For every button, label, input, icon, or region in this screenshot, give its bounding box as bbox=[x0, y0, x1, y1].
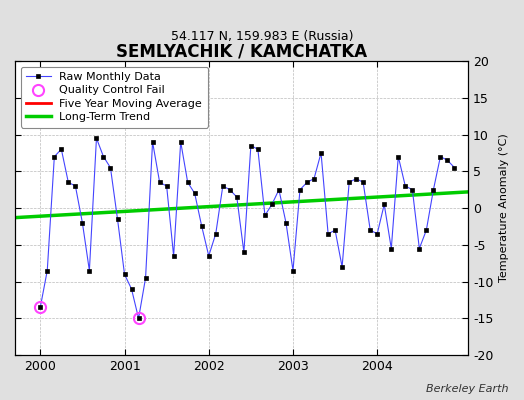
Line: Raw Monthly Data: Raw Monthly Data bbox=[38, 136, 456, 320]
Raw Monthly Data bbox=[114, 217, 121, 222]
Raw Monthly Data bbox=[157, 180, 163, 185]
Text: Berkeley Earth: Berkeley Earth bbox=[426, 384, 508, 394]
Legend: Raw Monthly Data, Quality Control Fail, Five Year Moving Average, Long-Term Tren: Raw Monthly Data, Quality Control Fail, … bbox=[20, 66, 208, 128]
Quality Control Fail bbox=[37, 305, 43, 310]
Title: SEMLYACHIK / KAMCHATKA: SEMLYACHIK / KAMCHATKA bbox=[116, 43, 367, 61]
Raw Monthly Data bbox=[37, 305, 43, 310]
Raw Monthly Data bbox=[184, 180, 191, 185]
Text: 54.117 N, 159.983 E (Russia): 54.117 N, 159.983 E (Russia) bbox=[171, 30, 353, 43]
Raw Monthly Data bbox=[170, 254, 177, 258]
Raw Monthly Data bbox=[93, 136, 100, 141]
Quality Control Fail bbox=[135, 316, 141, 321]
Raw Monthly Data bbox=[451, 165, 457, 170]
Raw Monthly Data bbox=[311, 176, 317, 181]
Line: Quality Control Fail: Quality Control Fail bbox=[35, 302, 144, 324]
Raw Monthly Data bbox=[192, 191, 198, 196]
Raw Monthly Data bbox=[135, 316, 141, 321]
Y-axis label: Temperature Anomaly (°C): Temperature Anomaly (°C) bbox=[499, 134, 509, 282]
